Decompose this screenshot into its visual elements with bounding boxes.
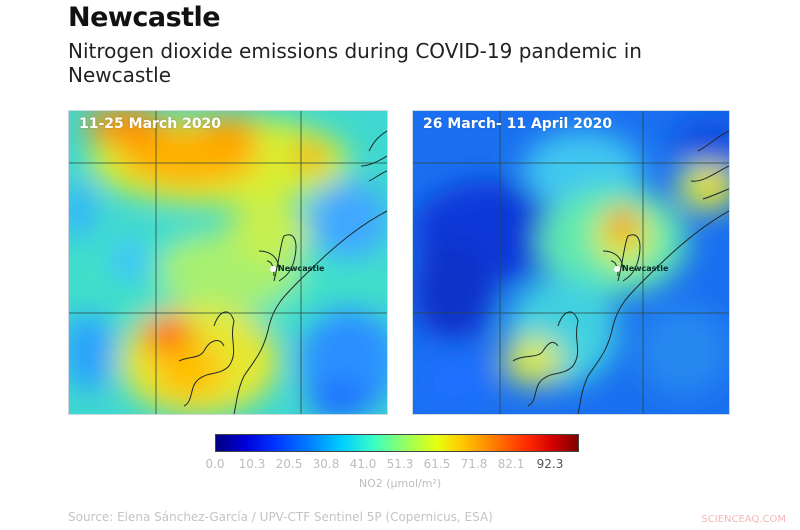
source-credit: Source: Elena Sánchez-García / UPV-CTF S… bbox=[68, 510, 493, 524]
panel-date-label: 11-25 March 2020 bbox=[79, 116, 222, 132]
colorbar-tick: 10.3 bbox=[238, 457, 266, 471]
city-label: Newcastle bbox=[278, 264, 325, 273]
colorbar bbox=[215, 434, 579, 452]
city-marker bbox=[614, 266, 620, 272]
map-panel-march: 11-25 March 2020 Newcastle bbox=[68, 110, 388, 415]
page-title: Newcastle bbox=[68, 2, 221, 33]
colorbar-tick: 30.8 bbox=[312, 457, 340, 471]
no2-heatmap-april bbox=[413, 111, 729, 414]
colorbar-tick: 0.0 bbox=[205, 457, 225, 471]
colorbar-ticks: 0.0 10.3 20.5 30.8 41.0 51.3 61.5 71.8 8… bbox=[201, 457, 601, 473]
colorbar-label: NO2 (µmol/m²) bbox=[358, 477, 442, 490]
city-label: Newcastle bbox=[622, 264, 669, 273]
colorbar-tick: 82.1 bbox=[497, 457, 525, 471]
colorbar-tick: 61.5 bbox=[423, 457, 451, 471]
colorbar-tick: 71.8 bbox=[460, 457, 488, 471]
watermark: SCIENCEAQ.COM bbox=[701, 514, 786, 525]
map-panel-april: 26 March- 11 April 2020 Newcastle bbox=[412, 110, 730, 415]
page-subtitle: Nitrogen dioxide emissions during COVID-… bbox=[68, 39, 642, 87]
no2-heatmap-march bbox=[69, 111, 387, 414]
city-marker bbox=[270, 266, 276, 272]
colorbar-tick: 20.5 bbox=[275, 457, 303, 471]
colorbar-tick: 51.3 bbox=[386, 457, 414, 471]
colorbar-tick: 41.0 bbox=[349, 457, 377, 471]
coastline bbox=[178, 130, 387, 414]
coastline bbox=[512, 130, 729, 414]
colorbar-tick: 92.3 bbox=[536, 457, 564, 471]
panel-date-label: 26 March- 11 April 2020 bbox=[423, 116, 613, 132]
